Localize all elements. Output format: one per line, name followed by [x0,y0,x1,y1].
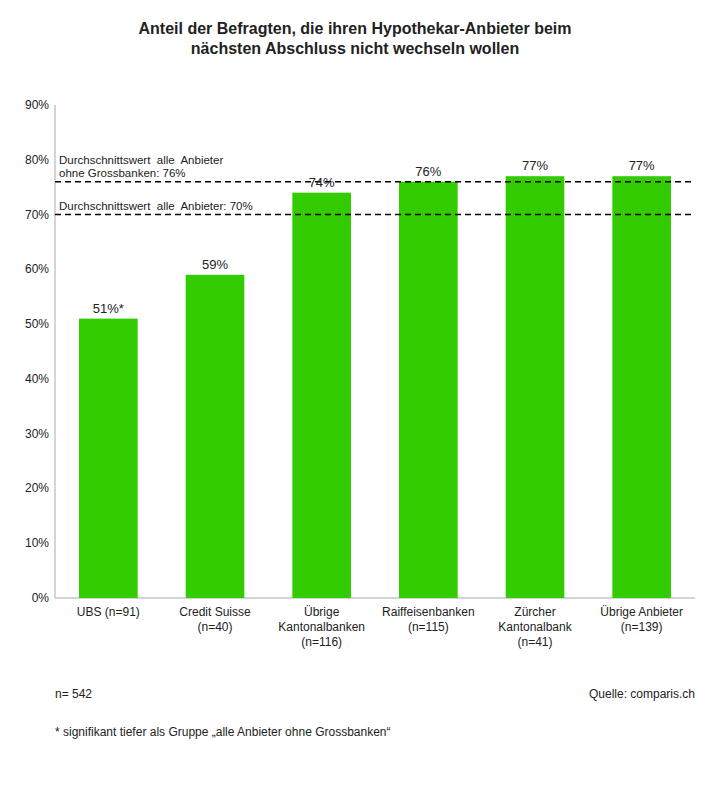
title: Anteil der Befragten, die ihren Hypothek… [139,20,572,57]
footer-left: n= 542 [55,687,92,701]
y-tick-label: 50% [25,317,49,331]
y-tick-label: 60% [25,262,49,276]
y-tick-label: 20% [25,481,49,495]
reference-label: Durchschnittswert alle Anbieter: 70% [59,200,253,212]
bar [292,193,351,598]
reference-line [55,214,695,216]
x-axis [55,598,695,599]
y-axis [55,105,56,598]
bar [186,275,245,598]
y-tick-label: 30% [25,427,49,441]
reference-line [55,181,695,183]
reference-lines [55,182,695,215]
x-tick-label: Raiffeisenbanken(n=115) [382,605,475,634]
x-tick-label: Credit Suisse(n=40) [179,605,251,634]
bar [506,176,565,598]
data-label: 77% [522,158,548,173]
y-tick-label: 70% [25,208,49,222]
y-tick-label: 90% [25,98,49,112]
data-label: 76% [415,164,441,179]
y-tick-label: 40% [25,372,49,386]
bars [79,176,671,598]
bar [612,176,671,598]
data-label: 51%* [93,301,124,316]
x-tick-label: UBS (n=91) [77,605,140,619]
y-tick-label: 80% [25,153,49,167]
y-tick-label: 0% [32,591,50,605]
reference-label: Durchschnittswert alle Anbieterohne Gros… [59,154,223,179]
footer-right: Quelle: comparis.ch [589,687,695,701]
x-tick-label: ZürcherKantonalbank(n=41) [498,605,572,649]
data-label: 59% [202,257,228,272]
data-label: 77% [629,158,655,173]
data-label: 74% [309,175,335,190]
x-tick-label: Übrige Anbieter(n=139) [600,605,683,634]
bar [399,182,458,598]
x-tick-label: ÜbrigeKantonalbanken(n=116) [278,605,365,649]
y-tick-label: 10% [25,536,49,550]
bar [79,319,138,598]
chart: Anteil der Befragten, die ihren Hypothek… [0,0,710,788]
footnote: * signifikant tiefer als Gruppe „alle An… [55,725,391,739]
